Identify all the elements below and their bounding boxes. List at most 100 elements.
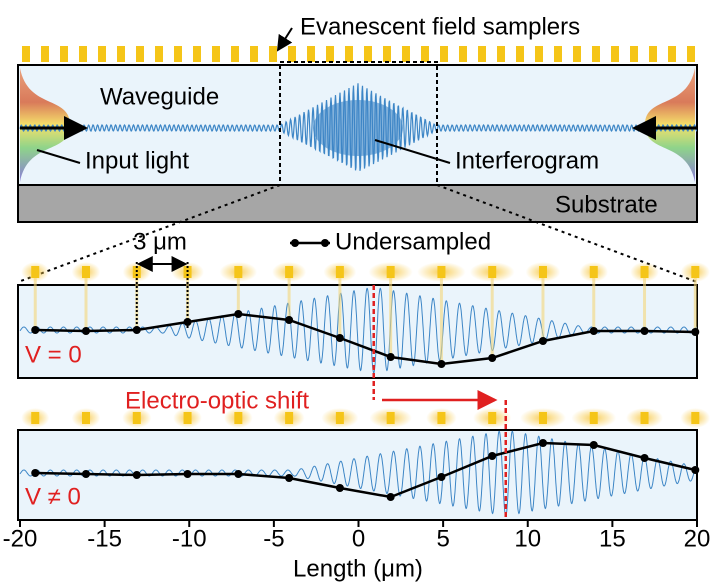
sampler [538,266,547,278]
sampler [592,46,600,62]
sampler [250,46,258,62]
tick-label: -10 [172,525,207,552]
sampler [132,412,141,424]
pointer [36,149,81,164]
label: Substrate [555,191,658,218]
sampler [516,46,524,62]
tick-label: 5 [436,525,449,552]
sampler [117,46,125,62]
sample-point [640,454,649,462]
sample-point [589,441,598,449]
legend-dot [321,239,329,247]
sample-point [437,473,446,481]
mode-left [20,68,70,182]
sample-point [437,360,446,368]
sampler [335,412,344,424]
label: Input light [85,147,189,174]
sample-point [183,470,192,478]
substrate [17,184,698,223]
sampler [212,46,220,62]
sampler [687,46,695,62]
panel-label: V = 0 [25,341,82,368]
plots: V = 0 V ≠ 0 -20 -15 -10 -5 0 5 10 15 20 [3,256,710,552]
sampler [440,46,448,62]
sampler [478,46,486,62]
sampler [174,46,182,62]
sampler [649,46,657,62]
label: Interferogram [455,147,599,174]
sampler [31,412,40,424]
sampler [402,46,410,62]
sampler [691,412,700,424]
sampler [335,266,344,278]
sample-point [132,471,141,479]
zoom-box [279,61,438,186]
sampler [437,266,446,278]
sampler [269,46,277,62]
sampler [437,412,446,424]
sample-point [386,353,395,361]
sampler [231,46,239,62]
sample-point [538,337,547,345]
sample-point [386,493,395,501]
sampler [234,266,243,278]
sample-point [82,470,91,478]
sampler [155,46,163,62]
sample-point [234,310,243,318]
sampler [497,46,505,62]
sampler [82,266,91,278]
sampler [285,412,294,424]
sampler [345,46,353,62]
sampler [82,412,91,424]
sampler [488,266,497,278]
interferogram [19,430,698,517]
sampler [364,46,372,62]
sampler [193,46,201,62]
samplers [22,46,695,62]
tick-label: 15 [599,525,626,552]
sampler [538,412,547,424]
sample-point [285,474,294,482]
legend-label: Undersampled [335,228,491,255]
sampler [60,46,68,62]
legend-dot [291,239,299,247]
sampler [285,266,294,278]
sampler [488,412,497,424]
tick-label: -20 [3,525,38,552]
sample-point [538,439,547,447]
undersampled-line [35,441,696,499]
label: Waveguide [100,83,219,110]
sampler [136,46,144,62]
sampler [79,46,87,62]
sampler [307,46,315,62]
sampler [573,46,581,62]
pointer [276,27,293,52]
sample-point [82,327,91,335]
sample-point [335,484,344,492]
sampler [668,46,676,62]
sampler [611,46,619,62]
sampler [640,266,649,278]
sampler [22,46,30,62]
label: Evanescent field samplers [300,13,580,40]
sampler [41,46,49,62]
tick-label: 10 [514,525,541,552]
sample-point [31,326,40,334]
sample-point [335,334,344,342]
sampler [386,412,395,424]
sampler [421,46,429,62]
blob [313,100,403,156]
sample-point [132,326,141,334]
sampler [459,46,467,62]
wave [19,83,698,171]
tick-label: -5 [263,525,284,552]
sample-point [488,452,497,460]
label: Electro-optic shift [125,387,309,414]
pointer [374,139,451,164]
zoom-line [17,184,281,283]
sample-point [589,327,598,335]
sampler [386,266,395,278]
sample-point [488,354,497,362]
sampler [630,46,638,62]
